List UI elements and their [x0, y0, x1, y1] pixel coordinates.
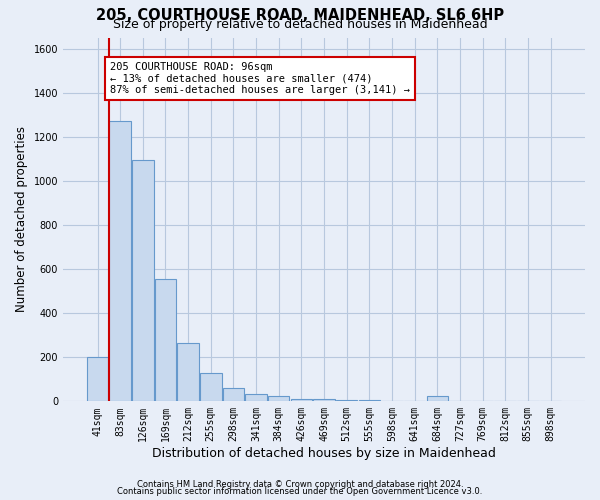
Bar: [200, 372, 221, 402]
Bar: [178, 343, 199, 402]
Bar: [359, 400, 380, 402]
Text: Contains HM Land Registry data © Crown copyright and database right 2024.: Contains HM Land Registry data © Crown c…: [137, 480, 463, 489]
Text: 205 COURTHOUSE ROAD: 96sqm
← 13% of detached houses are smaller (474)
87% of sem: 205 COURTHOUSE ROAD: 96sqm ← 13% of deta…: [110, 62, 410, 95]
Bar: [313, 398, 335, 402]
Bar: [87, 357, 108, 402]
Bar: [290, 398, 312, 402]
Text: 205, COURTHOUSE ROAD, MAIDENHEAD, SL6 6HP: 205, COURTHOUSE ROAD, MAIDENHEAD, SL6 6H…: [96, 8, 504, 22]
Bar: [155, 279, 176, 402]
Bar: [109, 122, 131, 402]
Bar: [268, 396, 289, 402]
Bar: [336, 400, 358, 402]
Bar: [427, 396, 448, 402]
Text: Size of property relative to detached houses in Maidenhead: Size of property relative to detached ho…: [113, 18, 487, 31]
X-axis label: Distribution of detached houses by size in Maidenhead: Distribution of detached houses by size …: [152, 447, 496, 460]
Bar: [245, 394, 267, 402]
Bar: [132, 160, 154, 402]
Y-axis label: Number of detached properties: Number of detached properties: [15, 126, 28, 312]
Text: Contains public sector information licensed under the Open Government Licence v3: Contains public sector information licen…: [118, 487, 482, 496]
Bar: [223, 388, 244, 402]
